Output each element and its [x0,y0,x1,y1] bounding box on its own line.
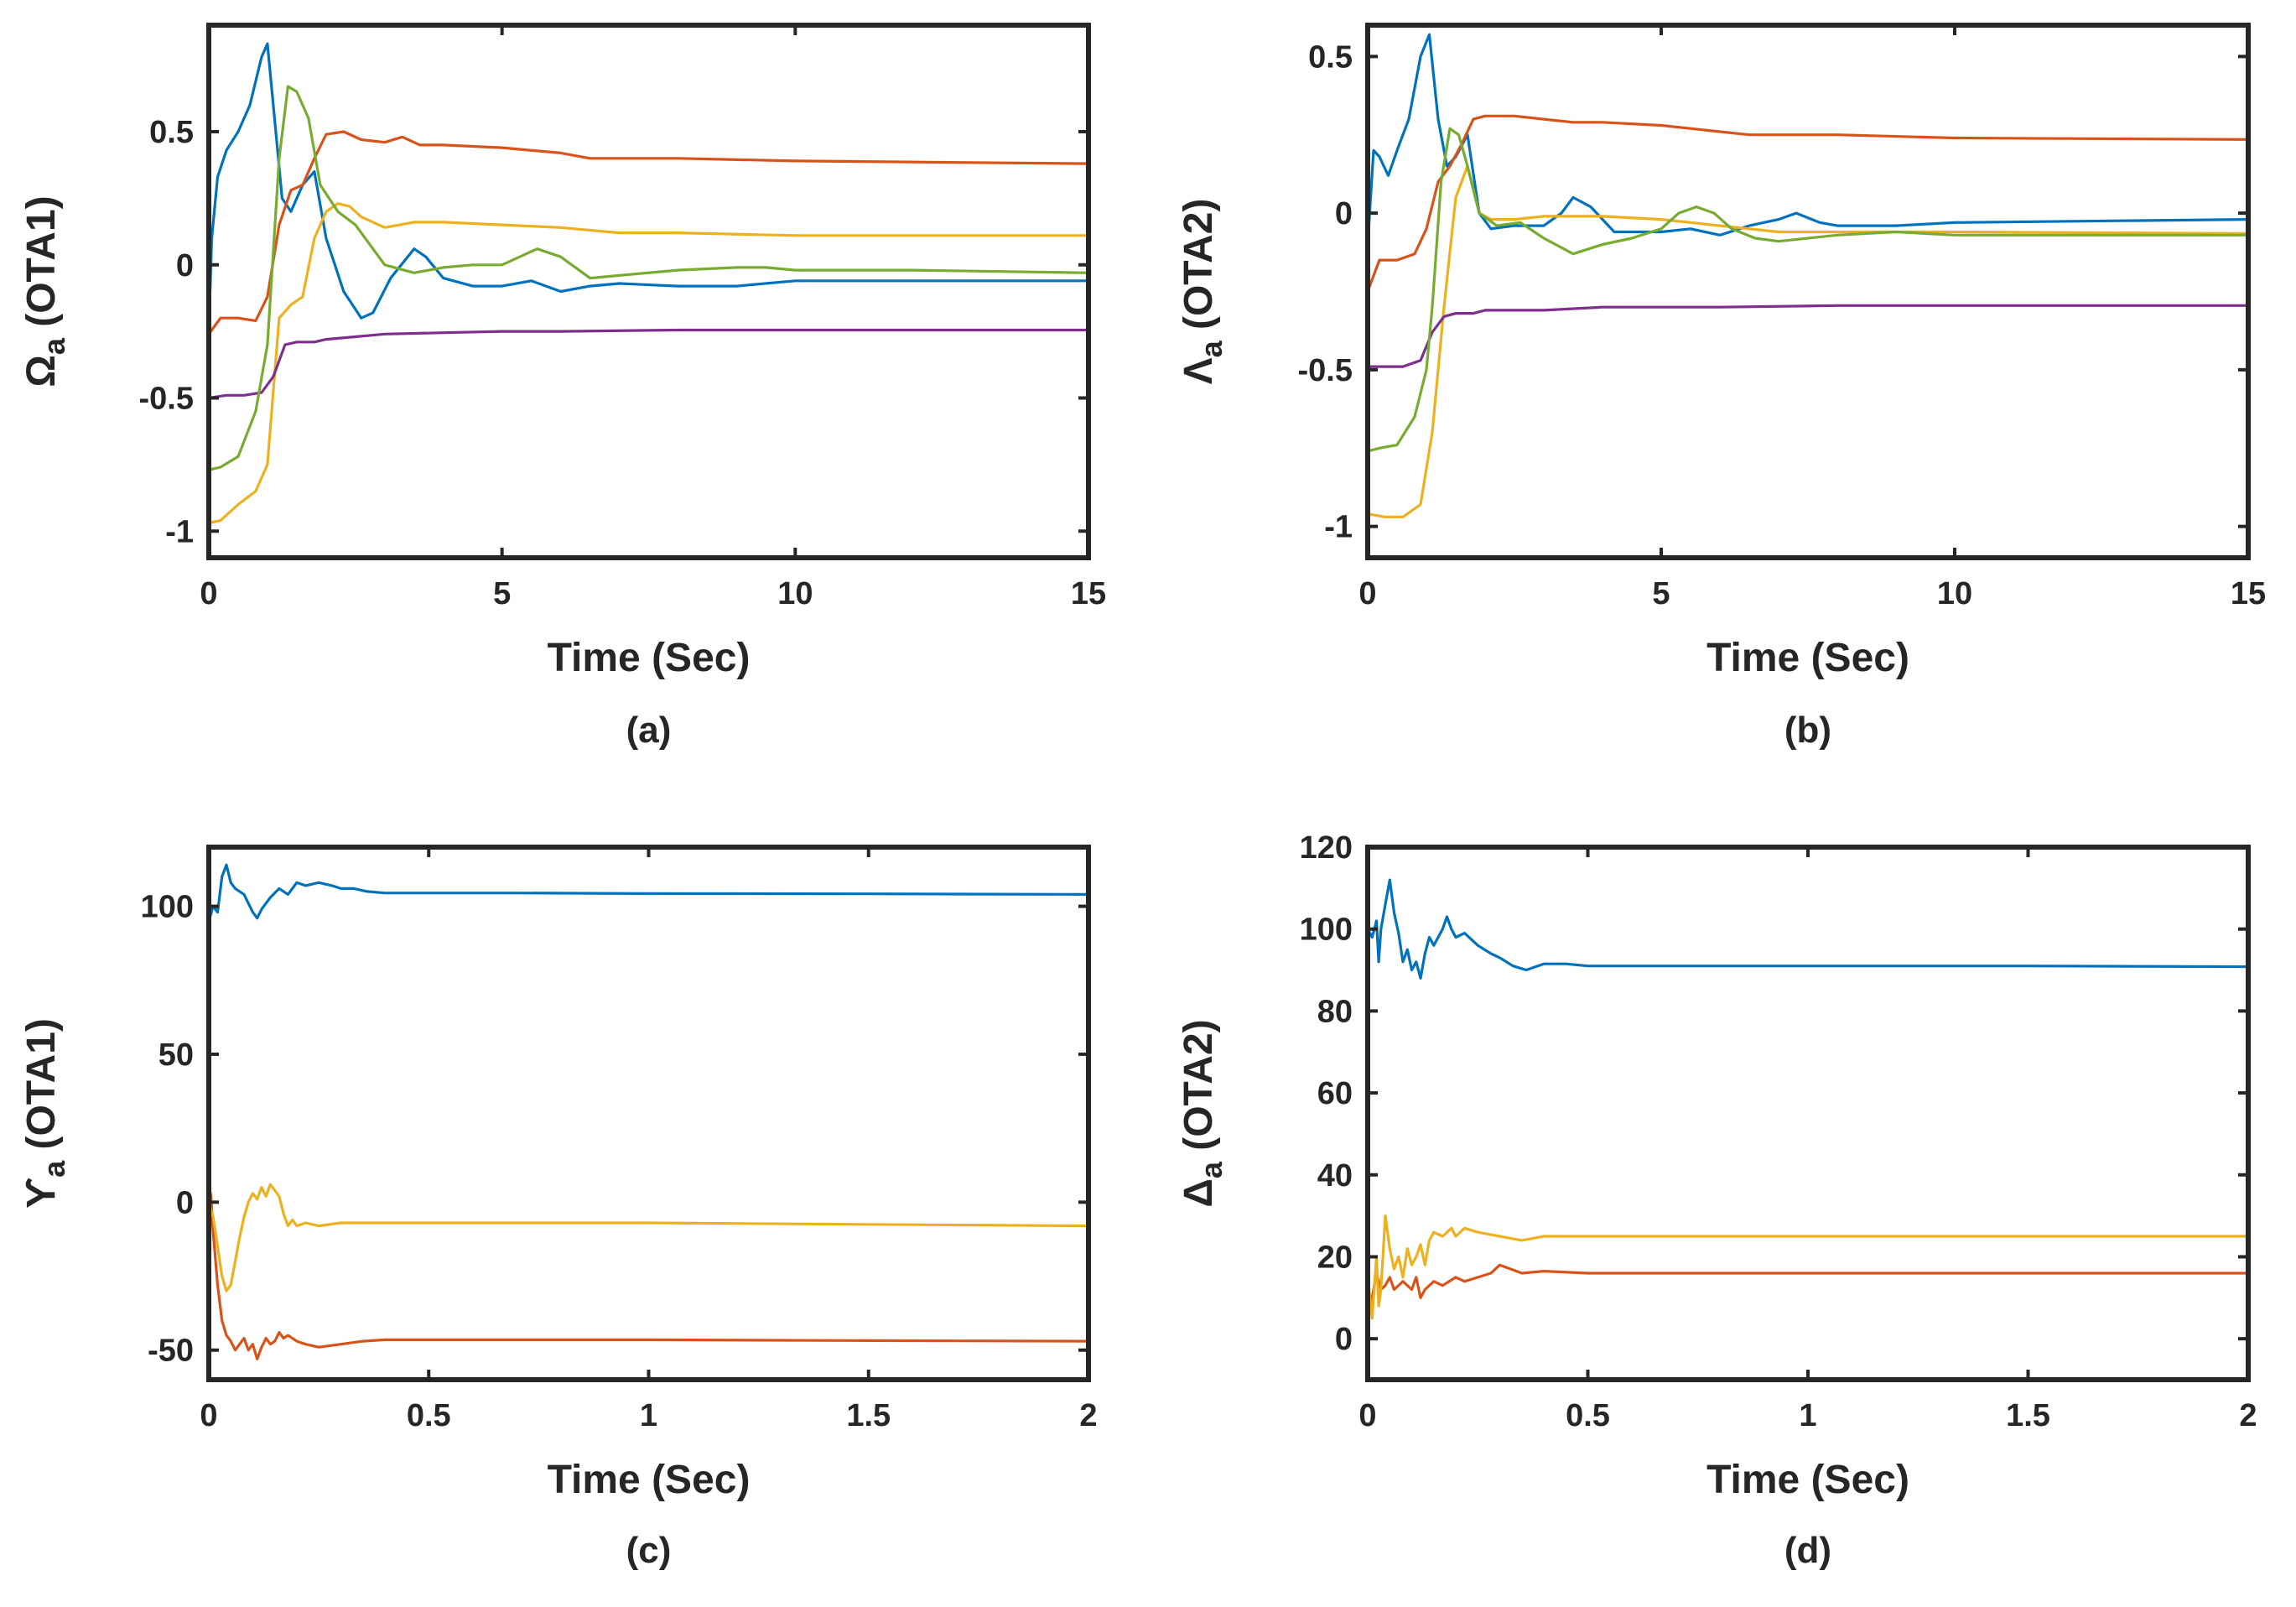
panel-caption: (d) [1784,1530,1831,1571]
x-tick-label: 0 [1358,1398,1376,1433]
series-line-yellow [1368,164,2248,518]
panel-caption: (a) [626,710,672,751]
x-tick-label: 10 [777,576,813,611]
y-axis-subscript: a [1194,340,1229,357]
series-group [209,863,1088,1360]
y-tick-label: 0 [1335,196,1353,231]
axes-frame [206,845,1091,1382]
x-tick-label: 2 [1079,1398,1097,1433]
y-axis-symbol: Ω [19,355,64,387]
y-tick-label: -1 [1324,510,1353,545]
y-axis-label: Δa (OTA2) [1177,1019,1229,1207]
panel-a: 0 5 10 15 -1 -0.5 0 0.5 Time (Sec) Ωa (OTA1) (a) [19,23,1106,751]
series-line-blue [1368,878,2248,980]
y-tick-label: 60 [1317,1076,1353,1111]
panel-caption: (c) [626,1530,672,1571]
y-axis-subscript: a [37,1160,71,1178]
axes-frame [206,23,1091,560]
x-tick-label: 0.5 [407,1398,451,1433]
y-axis-subscript: a [1194,1161,1229,1178]
x-tick-label: 10 [1937,576,1972,611]
x-tick-label: 0 [1358,576,1376,611]
y-tick-label: 0 [176,1185,194,1220]
y-axis-label: Λa (OTA2) [1177,199,1229,385]
series-line-blue [209,42,1088,333]
y-axis-symbol: ϒ [19,1178,64,1209]
y-tick-label: 20 [1317,1240,1353,1275]
x-tick-label: 0 [200,576,217,611]
x-tick-label: 0.5 [1566,1398,1610,1433]
y-axis-subscript: a [37,337,71,355]
y-tick-label: 0 [176,248,194,283]
y-axis-unit: (OTA2) [1177,199,1221,341]
series-line-purple [1368,304,2248,368]
y-tick-label: 40 [1317,1158,1353,1194]
panel-caption: (b) [1784,710,1831,751]
series-line-blue [1368,33,2248,247]
y-tick-label: -50 [148,1334,194,1369]
series-line-red [1368,1263,2248,1320]
axes-frame [1365,23,2251,560]
y-axis-unit: (OTA1) [19,1018,64,1161]
x-tick-label: 1 [1799,1398,1816,1433]
y-tick-label: 120 [1300,830,1353,866]
series-line-blue [209,863,1088,923]
series-line-yellow [1368,1214,2248,1320]
y-tick-label: 0.5 [1308,39,1353,75]
y-axis-unit: (OTA2) [1177,1019,1221,1162]
x-tick-label: 1 [640,1398,657,1433]
series-group [1368,878,2248,1320]
y-tick-label: 0.5 [149,115,194,150]
x-axis-label: Time (Sec) [548,636,751,680]
y-axis-symbol: Δ [1177,1178,1221,1208]
x-tick-label: 5 [1652,576,1670,611]
y-tick-label: 100 [141,890,194,925]
y-tick-label: -0.5 [1298,353,1353,388]
series-line-green [1368,127,2248,453]
series-group [209,42,1088,525]
series-line-yellow [209,1183,1088,1292]
series-line-yellow [209,202,1088,525]
x-axis-label: Time (Sec) [1706,1458,1909,1502]
y-tick-label: 50 [158,1038,194,1073]
axes-frame [1365,845,2251,1382]
y-axis-symbol: Λ [1177,357,1221,384]
y-tick-label: -0.5 [139,382,194,417]
y-tick-label: 0 [1335,1322,1353,1357]
y-tick-label: 80 [1317,994,1353,1029]
y-axis-unit: (OTA1) [19,195,64,338]
x-axis-label: Time (Sec) [1706,636,1909,680]
x-tick-label: 0 [200,1398,217,1433]
x-tick-label: 15 [2231,576,2266,611]
x-tick-label: 15 [1071,576,1106,611]
series-line-red [1368,114,2248,294]
x-tick-label: 5 [493,576,511,611]
y-axis-label: ϒa (OTA1) [19,1018,71,1209]
x-tick-label: 2 [2239,1398,2257,1433]
series-line-red [209,130,1088,335]
y-axis-label: Ωa (OTA1) [19,195,71,387]
panel-b: 0 5 10 15 -1 -0.5 0 0.5 Time (Sec) Λa (OTA2) (b) [1177,23,2266,751]
x-tick-label: 1.5 [2006,1398,2050,1433]
x-tick-label: 1.5 [846,1398,891,1433]
series-group [1368,33,2248,518]
series-line-purple [209,328,1088,400]
x-axis-label: Time (Sec) [548,1458,751,1502]
series-line-green [209,85,1088,471]
series-line-red [209,1183,1088,1360]
y-tick-label: 100 [1300,913,1353,948]
y-tick-label: -1 [165,514,194,549]
